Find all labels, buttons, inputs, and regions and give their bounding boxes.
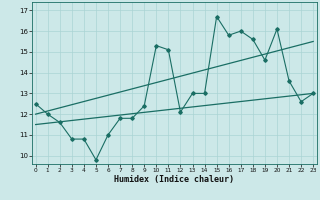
X-axis label: Humidex (Indice chaleur): Humidex (Indice chaleur) (115, 175, 234, 184)
